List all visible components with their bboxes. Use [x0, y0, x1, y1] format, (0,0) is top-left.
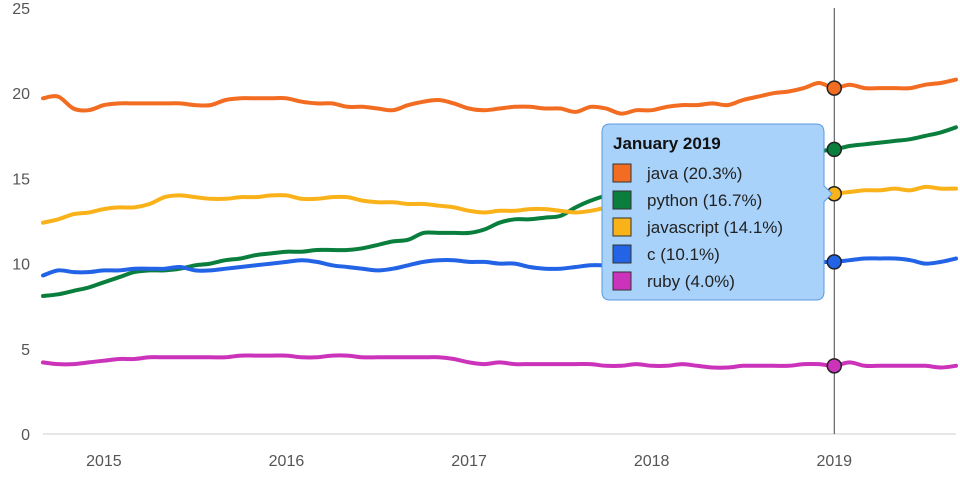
- x-tick-label: 2017: [451, 453, 487, 470]
- y-tick-label: 25: [12, 1, 30, 18]
- tooltip-item-label: javascript (14.1%): [646, 218, 783, 237]
- tooltip-swatch: [612, 190, 632, 210]
- tooltip-box: [601, 123, 833, 301]
- y-tick-label: 20: [12, 86, 30, 103]
- series-line-java: [41, 77, 958, 116]
- tooltip-title: January 2019: [613, 134, 721, 153]
- tooltip-item-label: ruby (4.0%): [647, 272, 735, 291]
- y-tick-label: 5: [21, 342, 30, 359]
- hover-point-python: [826, 141, 843, 158]
- y-tick-label: 10: [12, 257, 30, 274]
- tooltip: January 2019 java (20.3%) python (16.7%) ja…: [601, 123, 833, 301]
- x-tick-label: 2015: [86, 453, 122, 470]
- series-line-ruby: [41, 353, 958, 370]
- hover-point-c: [826, 254, 843, 270]
- x-tick-label: 2019: [816, 453, 852, 470]
- tooltip-swatch: [612, 163, 632, 183]
- y-tick-label: 15: [12, 171, 30, 188]
- tooltip-swatch: [612, 271, 632, 291]
- tooltip-swatch: [612, 217, 632, 237]
- y-tick-label: 0: [21, 427, 30, 444]
- hover-cursor: [826, 8, 843, 434]
- x-tick-label: 2016: [269, 453, 305, 470]
- tooltip-item-label: java (20.3%): [646, 164, 742, 183]
- x-tick-label: 2018: [634, 453, 670, 470]
- tooltip-item-label: c (10.1%): [647, 245, 720, 264]
- hover-point-java: [826, 80, 843, 96]
- hover-point-ruby: [826, 358, 843, 374]
- tooltip-swatch: [612, 244, 632, 264]
- axes: 0 5 10 15 20 25 2015 2016 2017 2018 2019: [12, 1, 956, 470]
- tooltip-item-label: python (16.7%): [647, 191, 762, 210]
